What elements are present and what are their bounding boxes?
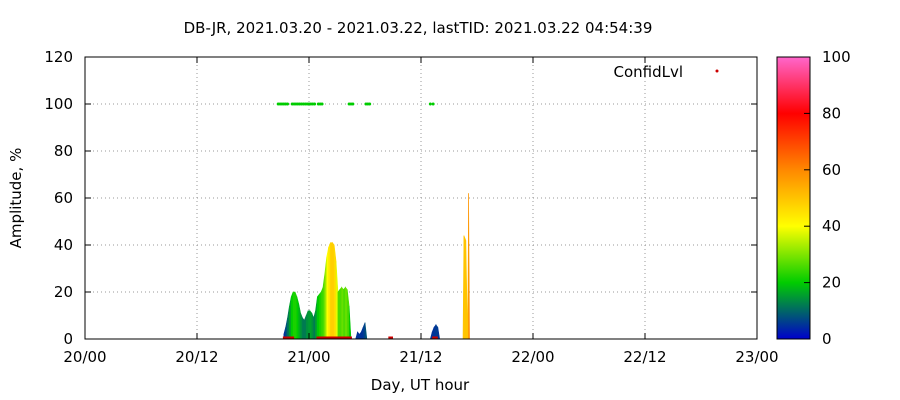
series-group <box>283 193 470 340</box>
colorbar <box>776 56 811 340</box>
confidence-marker <box>351 102 355 106</box>
y-axis-ticks: 0 20 40 60 80 100 120 <box>44 48 757 348</box>
y-tick-label: 80 <box>54 142 73 160</box>
colorbar-tick-label: 100 <box>822 48 851 66</box>
confidence-marker <box>313 102 317 106</box>
chart-title: DB-JR, 2021.03.20 - 2021.03.22, lastTID:… <box>184 19 653 37</box>
grid <box>85 57 757 339</box>
confidence-marker <box>368 102 372 106</box>
colorbar-tick-label: 80 <box>822 104 841 122</box>
legend-label: ConfidLvl <box>613 63 683 81</box>
y-tick-label: 120 <box>44 48 73 66</box>
x-tick-label: 22/00 <box>511 348 554 366</box>
x-tick-label: 20/00 <box>63 348 106 366</box>
amplitude-bar <box>468 193 470 340</box>
marker-group <box>276 102 435 106</box>
x-axis-label: Day, UT hour <box>371 376 470 394</box>
y-tick-label: 60 <box>54 189 73 207</box>
x-axis-ticks: 20/00 20/12 21/00 21/12 22/00 22/12 23/00 <box>63 57 779 366</box>
amplitude-bar <box>437 327 441 340</box>
confidence-marker <box>320 102 324 106</box>
colorbar-tick-label: 60 <box>822 161 841 179</box>
x-tick-label: 20/12 <box>175 348 218 366</box>
colorbar-tick-label: 20 <box>822 274 841 292</box>
confidence-marker <box>286 102 290 106</box>
x-tick-label: 22/12 <box>623 348 666 366</box>
confidence-marker <box>428 102 432 106</box>
x-tick-label: 21/00 <box>287 348 330 366</box>
colorbar-tick-label: 0 <box>822 330 832 348</box>
colorbar-tick-label: 40 <box>822 217 841 235</box>
legend-marker <box>715 69 719 73</box>
amplitude-bar <box>364 322 368 340</box>
y-tick-label: 100 <box>44 95 73 113</box>
confidence-marker <box>431 102 435 106</box>
amplitude-bar <box>465 240 468 340</box>
y-axis-label: Amplitude, % <box>7 148 25 249</box>
y-tick-label: 40 <box>54 236 73 254</box>
x-tick-label: 23/00 <box>735 348 778 366</box>
y-tick-label: 20 <box>54 283 73 301</box>
x-tick-label: 21/12 <box>399 348 442 366</box>
y-tick-label: 0 <box>63 330 73 348</box>
colorbar-ticks: 0 20 40 60 80 100 <box>804 48 851 348</box>
amplitude-bar <box>348 306 352 340</box>
